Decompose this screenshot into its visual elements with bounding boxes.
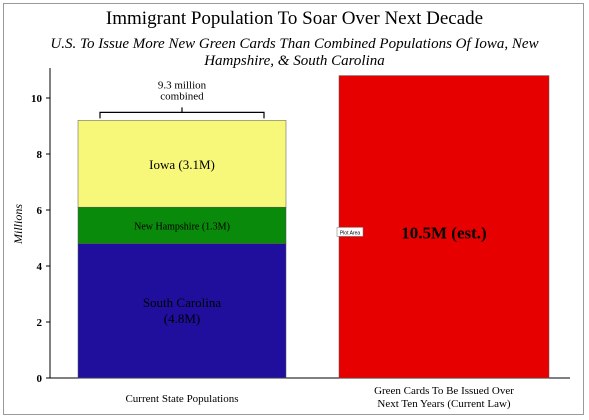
x-tick-label: Green Cards To Be Issued Over Next Ten Ye… bbox=[374, 385, 514, 410]
combined-bracket bbox=[99, 111, 265, 119]
y-tick-label: 0 bbox=[37, 373, 43, 385]
bar-segment-iowa bbox=[77, 120, 287, 208]
bar-label-new-hampshire: New Hampshire (1.3M) bbox=[134, 221, 230, 232]
bar-label-iowa: Iowa (3.1M) bbox=[149, 157, 215, 172]
chart-title: Immigrant Population To Soar Over Next D… bbox=[105, 8, 484, 29]
y-tick-label: 6 bbox=[37, 205, 43, 217]
combined-annotation: 9.3 million combined bbox=[158, 79, 207, 102]
plot-area-tag-box bbox=[336, 227, 364, 237]
bar-segment-green-cards bbox=[338, 75, 550, 379]
bar-label-green-cards: 10.5M (est.) bbox=[401, 223, 486, 242]
x-tick-label: Current State Populations bbox=[125, 393, 238, 405]
y-tick-label: 2 bbox=[37, 317, 43, 329]
y-tick-label: 8 bbox=[37, 149, 43, 161]
bar-label-south-carolina: South Carolina (4.8M) bbox=[143, 295, 222, 326]
chart-subtitle: U.S. To Issue More New Green Cards Than … bbox=[50, 36, 539, 69]
y-axis-label: Millions bbox=[11, 204, 25, 245]
plot-area-tag: Plot Area bbox=[340, 230, 361, 236]
bar-segment-south-carolina bbox=[77, 243, 287, 379]
y-tick-label: 10 bbox=[31, 93, 43, 105]
y-tick-label: 4 bbox=[37, 261, 43, 273]
